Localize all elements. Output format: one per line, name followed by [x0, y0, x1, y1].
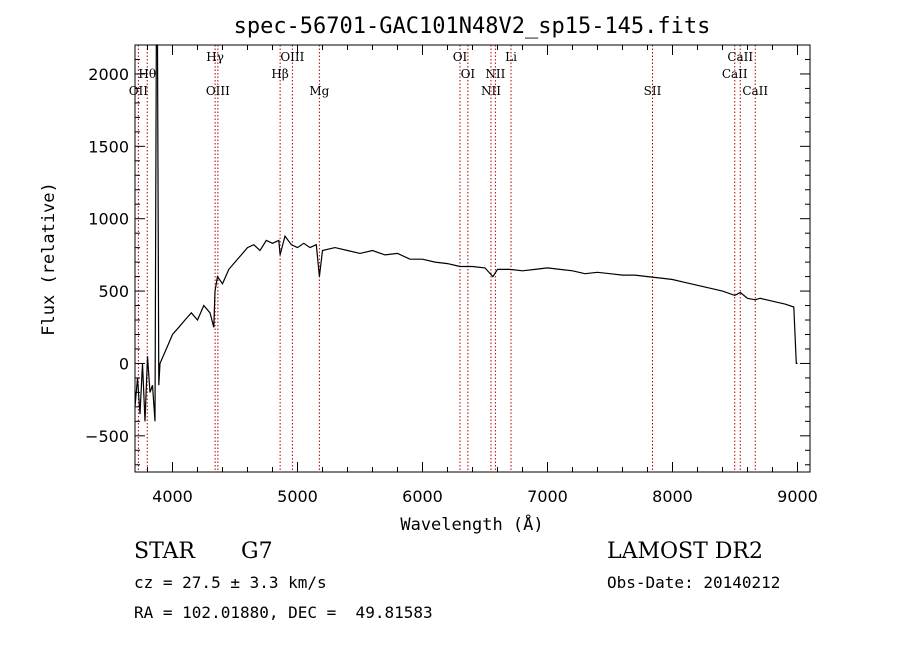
object-subclass: G7 [241, 539, 273, 564]
line-label-4: Hβ [271, 67, 288, 81]
line-label-7: OI [453, 50, 468, 64]
y-axis-label: Flux (relative) [39, 182, 59, 336]
spectral-line-markers [137, 45, 756, 472]
y-tick-label-5: 2000 [88, 65, 129, 84]
line-label-5: OIII [280, 50, 304, 64]
line-label-15: CaII [742, 84, 768, 98]
object-class: STAR [134, 539, 195, 564]
line-label-0: Hθ [138, 67, 156, 81]
line-label-8: OI [461, 67, 476, 81]
line-label-14: CaII [727, 50, 753, 64]
redshift-readout: cz = 27.5 ± 3.3 km/s [134, 573, 327, 592]
line-label-2: Hγ [206, 50, 224, 64]
line-label-12: SII [644, 84, 662, 98]
y-axis: −500 0 500 1000 1500 2000 [85, 44, 810, 466]
line-label-13: CaII [722, 67, 748, 81]
line-label-3: OIII [206, 84, 230, 98]
chart-title: spec-56701-GAC101N48V2_sp15-145.fits [234, 14, 711, 39]
observation-date: Obs-Date: 20140212 [607, 573, 781, 592]
line-label-6: Mg [309, 84, 329, 98]
y-tick-label-3: 1000 [88, 210, 129, 229]
x-tick-label-5: 9000 [777, 487, 818, 506]
line-label-9: NII [481, 84, 501, 98]
plot-frame [134, 44, 811, 473]
y-tick-label-2: 500 [98, 282, 129, 301]
spectrum-series-line [134, 44, 798, 422]
x-tick-label-2: 6000 [402, 487, 443, 506]
x-axis-label: Wavelength (Å) [400, 513, 543, 535]
x-tick-label-4: 8000 [652, 487, 693, 506]
line-label-1: OII [129, 84, 149, 98]
x-axis: 4000 5000 6000 7000 8000 9000 [147, 45, 818, 506]
y-tick-label-1: 0 [119, 354, 129, 373]
line-label-11: Li [505, 50, 517, 64]
spectral-line-labels: HθOIIHγOIIIHβOIIIMgOIOINIINIILiSIICaIICa… [129, 50, 769, 98]
x-tick-label-3: 7000 [527, 487, 568, 506]
x-tick-label-0: 4000 [152, 487, 193, 506]
line-label-10: NII [485, 67, 505, 81]
y-tick-label-0: −500 [85, 427, 129, 446]
x-tick-label-1: 5000 [277, 487, 318, 506]
survey-name: LAMOST DR2 [607, 539, 763, 564]
y-tick-label-4: 1500 [88, 137, 129, 156]
coordinates-readout: RA = 102.01880, DEC = 49.81583 [134, 603, 433, 622]
